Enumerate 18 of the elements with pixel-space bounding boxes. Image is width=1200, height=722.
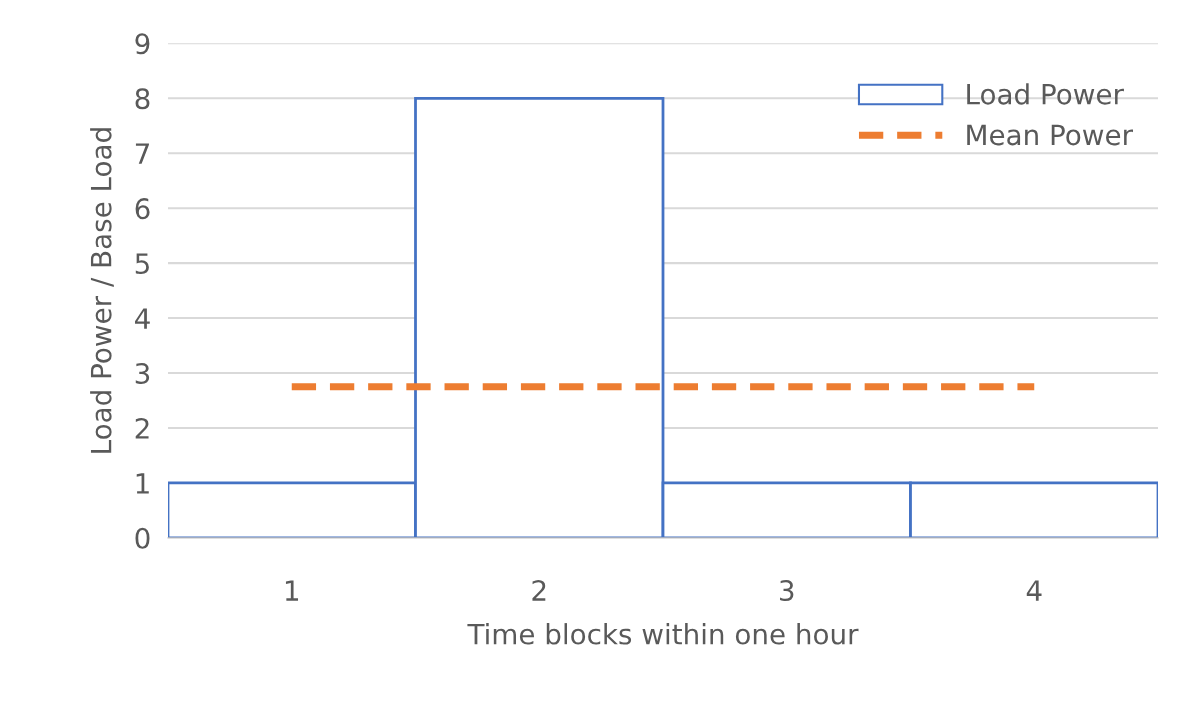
y-tick-label: 1 bbox=[136, 473, 149, 494]
y-tick-label: 0 bbox=[135, 527, 150, 549]
y-tick-label: 8 bbox=[135, 88, 150, 110]
x-tick-label: 4 bbox=[1026, 580, 1042, 601]
y-tick-label: 9 bbox=[135, 33, 150, 55]
y-tick-label: 4 bbox=[135, 308, 150, 329]
x-tick-label: 2 bbox=[532, 580, 546, 601]
x-axis-title: Time blocks within one hour bbox=[467, 623, 859, 645]
y-tick-label: 7 bbox=[135, 143, 149, 164]
legend-label: Load Power bbox=[967, 83, 1124, 105]
y-tick-label: 2 bbox=[135, 417, 149, 439]
y-tick-label: 3 bbox=[135, 362, 150, 384]
y-tick-label: 5 bbox=[135, 253, 149, 275]
y-tick-label: 6 bbox=[135, 198, 150, 220]
y-axis-title: Load Power / Base Load bbox=[90, 128, 114, 453]
x-tick-label: 1 bbox=[285, 580, 299, 601]
legend-label: Mean Power bbox=[967, 124, 1133, 146]
x-tick-label: 3 bbox=[780, 580, 794, 602]
